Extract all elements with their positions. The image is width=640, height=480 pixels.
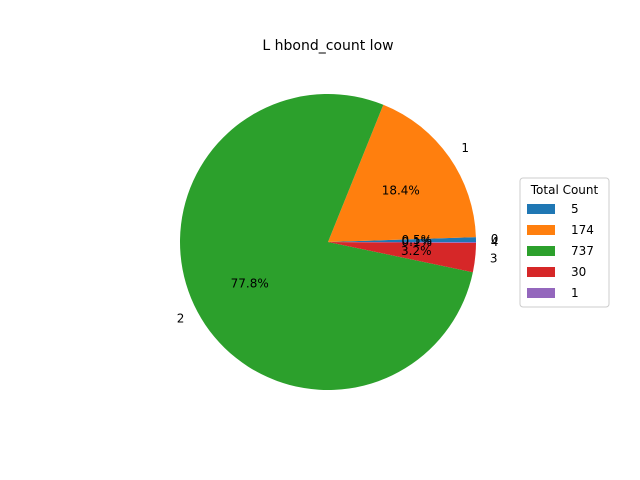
legend-swatch xyxy=(527,204,555,214)
legend-title: Total Count xyxy=(530,183,599,197)
pie-slice-0 xyxy=(328,237,476,242)
pie-slice-1 xyxy=(328,104,476,242)
legend: Total Count 5 174 737 30 1 xyxy=(519,177,610,308)
legend-swatch xyxy=(527,267,555,277)
slice-category-label: 2 xyxy=(177,311,185,325)
slice-category-label: 3 xyxy=(490,252,498,266)
slice-category-label: 4 xyxy=(491,235,499,249)
pie-slice-2 xyxy=(180,94,473,391)
slice-percent-label: 3.2% xyxy=(401,244,432,258)
slice-percent-label: 0.5% xyxy=(402,233,433,247)
pie-slices xyxy=(180,94,476,391)
legend-frame xyxy=(519,177,610,308)
slice-category-label: 0 xyxy=(491,232,499,246)
slice-category-label: 1 xyxy=(461,141,469,155)
slice-percent-label: 77.8% xyxy=(231,276,269,290)
slice-percent-label: 0.1% xyxy=(402,235,433,249)
slice-percent-label: 18.4% xyxy=(382,184,420,198)
chart-title: L hbond_count low xyxy=(262,38,393,54)
pie-slice-3 xyxy=(328,242,476,273)
pie-slice-4 xyxy=(328,242,476,243)
pie-labels: 0 0.5% 1 18.4% 2 77.8% 3 3.2% 4 0.1% xyxy=(177,141,499,325)
legend-entry-label: 30 xyxy=(571,265,586,279)
legend-entry-label: 1 xyxy=(571,286,579,300)
legend-entry-label: 737 xyxy=(571,244,594,258)
legend-swatch xyxy=(527,288,555,298)
legend-swatch xyxy=(527,225,555,235)
legend-entry-label: 5 xyxy=(571,202,579,216)
legend-swatch xyxy=(527,246,555,256)
legend-entry-label: 174 xyxy=(571,223,594,237)
